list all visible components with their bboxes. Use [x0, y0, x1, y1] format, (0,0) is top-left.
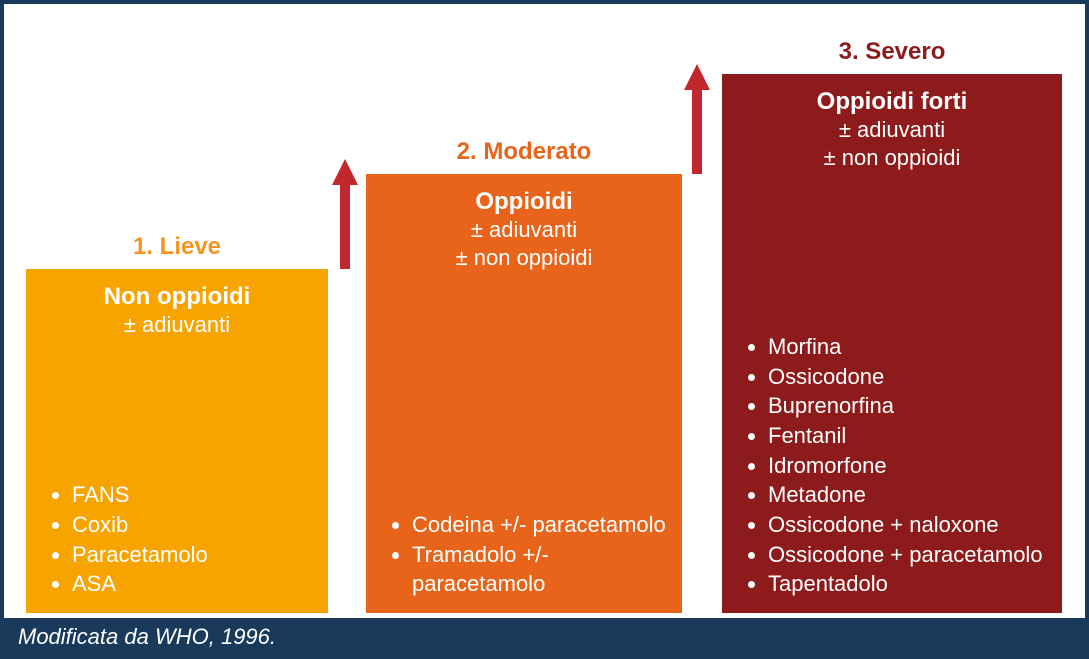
- step-subtitle: ± non oppioidi: [732, 144, 1052, 172]
- step-list: Codeina +/- paracetamolo Tramadolo +/- p…: [366, 510, 682, 613]
- list-item: Tramadolo +/- paracetamolo: [412, 540, 670, 599]
- list-item: Morfina: [768, 332, 1050, 362]
- list-item: Codeina +/- paracetamolo: [412, 510, 670, 540]
- step-lieve: 1. Lieve Non oppioidi ± adiuvanti FANS C…: [26, 269, 328, 613]
- step-title: Non oppioidi: [36, 283, 318, 311]
- step-subtitle: ± adiuvanti: [732, 116, 1052, 144]
- step-list: Morfina Ossicodone Buprenorfina Fentanil…: [722, 332, 1062, 613]
- step-label: 1. Lieve: [26, 233, 328, 261]
- step-label: 2. Moderato: [366, 138, 682, 166]
- list-item: Idromorfone: [768, 451, 1050, 481]
- step-subtitle: ± adiuvanti: [36, 311, 318, 339]
- step-title: Oppioidi: [376, 188, 672, 216]
- list-item: Ossicodone + paracetamolo: [768, 540, 1050, 570]
- diagram-frame: 1. Lieve Non oppioidi ± adiuvanti FANS C…: [0, 0, 1089, 659]
- step-severo: 3. Severo Oppioidi forti ± adiuvanti ± n…: [722, 74, 1062, 613]
- list-item: Paracetamolo: [72, 540, 316, 570]
- list-item: ASA: [72, 569, 316, 599]
- ascend-arrow-2: [684, 64, 710, 174]
- list-item: Buprenorfina: [768, 391, 1050, 421]
- step-title: Oppioidi forti: [732, 88, 1052, 116]
- step-list: FANS Coxib Paracetamolo ASA: [26, 480, 328, 613]
- list-item: Tapentadolo: [768, 569, 1050, 599]
- footer-caption: Modificata da WHO, 1996.: [4, 618, 1085, 655]
- chart-area: 1. Lieve Non oppioidi ± adiuvanti FANS C…: [4, 4, 1085, 622]
- ascend-arrow-1: [332, 159, 358, 269]
- list-item: FANS: [72, 480, 316, 510]
- list-item: Ossicodone: [768, 362, 1050, 392]
- step-head: Non oppioidi ± adiuvanti: [26, 269, 328, 345]
- list-item: Ossicodone + naloxone: [768, 510, 1050, 540]
- step-subtitle: ± adiuvanti: [376, 216, 672, 244]
- step-moderato: 2. Moderato Oppioidi ± adiuvanti ± non o…: [366, 174, 682, 613]
- list-item: Fentanil: [768, 421, 1050, 451]
- step-head: Oppioidi ± adiuvanti ± non oppioidi: [366, 174, 682, 277]
- list-item: Metadone: [768, 480, 1050, 510]
- step-label: 3. Severo: [722, 38, 1062, 66]
- step-subtitle: ± non oppioidi: [376, 244, 672, 272]
- step-head: Oppioidi forti ± adiuvanti ± non oppioid…: [722, 74, 1062, 177]
- list-item: Coxib: [72, 510, 316, 540]
